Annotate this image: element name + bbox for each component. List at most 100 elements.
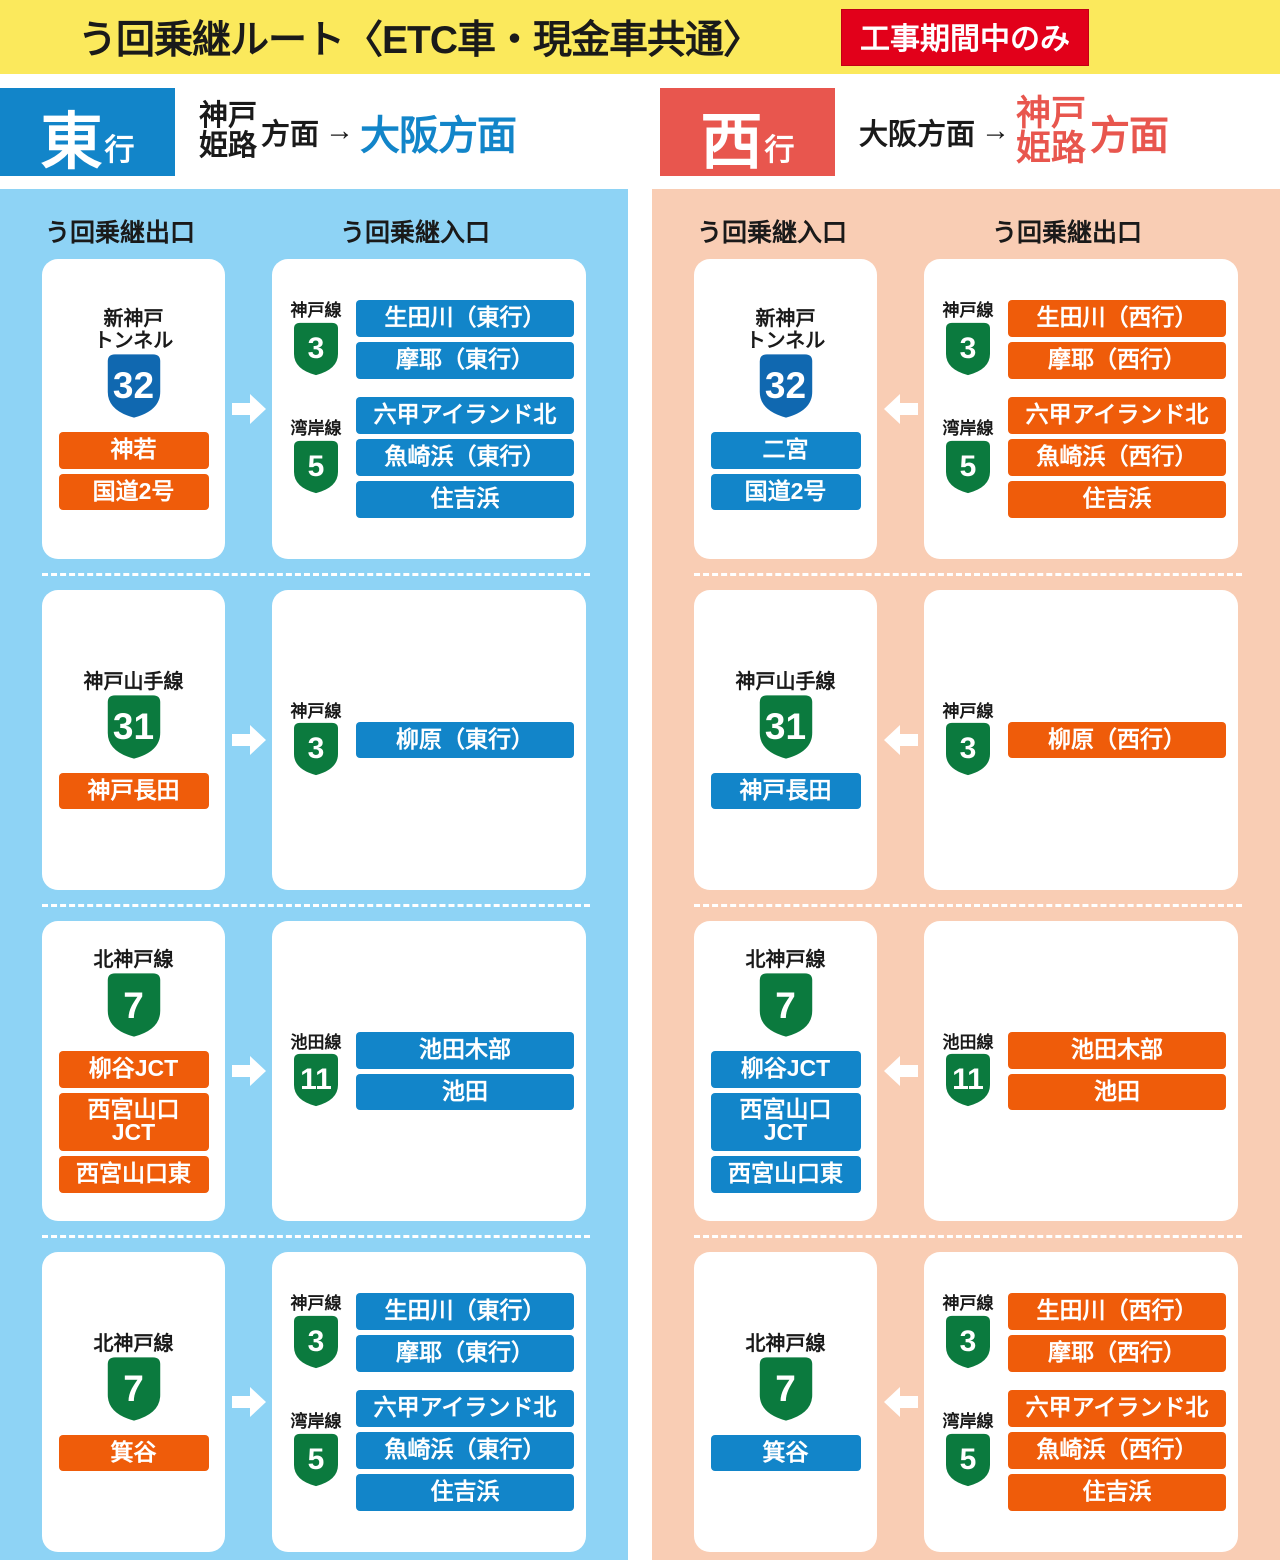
direction-chip-east-sub: 行: [104, 133, 135, 167]
interchange-pill[interactable]: 住吉浜: [1008, 480, 1226, 518]
route-shield-icon: 5: [290, 1432, 342, 1488]
route-entries-card: 神戸線 3 生田川（東行） 摩耶（東行） 湾岸線 5 六甲アイランド北 魚崎浜（東行） 住吉浜: [272, 259, 586, 559]
route-line-shield-block: 池田線 11: [936, 1033, 1000, 1109]
interchange-pill[interactable]: 摩耶（西行）: [1008, 342, 1226, 380]
direction-chip-west: 西 行: [660, 87, 835, 176]
route-shield-number: 31: [764, 706, 807, 748]
interchange-pill[interactable]: 六甲アイランド北: [1008, 1390, 1226, 1427]
terminal-pill-list: 箕谷: [710, 1434, 861, 1472]
interchange-pill[interactable]: 六甲アイランド北: [356, 397, 574, 434]
interchange-pill-list: 柳原（西行）: [1008, 721, 1226, 759]
route-line-shield-block: 湾岸線 5: [284, 1412, 348, 1488]
interchange-pill[interactable]: 神若: [58, 431, 209, 469]
interchange-pill[interactable]: 柳原（東行）: [356, 721, 574, 759]
route-line-group: 神戸線 3 生田川（東行） 摩耶（東行）: [284, 300, 574, 380]
route-shield-number: 5: [959, 1442, 977, 1476]
interchange-pill[interactable]: 神戸長田: [710, 772, 861, 810]
interchange-pill[interactable]: 摩耶（東行）: [356, 342, 574, 380]
west-destination-stacked: 神戸 姫路: [1016, 94, 1087, 166]
interchange-pill[interactable]: 摩耶（東行）: [356, 1335, 574, 1373]
route-shield-number: 7: [775, 984, 796, 1026]
interchange-pill[interactable]: 池田: [356, 1073, 574, 1111]
route-line-name: 北神戸線: [93, 1332, 174, 1355]
route-shield-icon: 3: [942, 321, 994, 377]
route-shield-icon: 7: [755, 1355, 817, 1423]
row-divider: [694, 1235, 1242, 1238]
interchange-pill[interactable]: 西宮山口 JCT: [710, 1093, 861, 1151]
route-line-group: 湾岸線 5 六甲アイランド北 魚崎浜（西行） 住吉浜: [936, 1390, 1226, 1511]
direction-header-band: 東 行 神戸 姫路 方面 → 大阪方面 西 行 大阪方面 → 神戸 姫路 方面: [0, 74, 1280, 189]
route-shield-icon: 31: [103, 693, 165, 761]
route-shield-number: 32: [112, 365, 155, 407]
interchange-pill[interactable]: 池田: [1008, 1073, 1226, 1111]
route-shield-icon: 3: [290, 1314, 342, 1370]
route-shield-number: 3: [959, 332, 977, 366]
detour-row: 北神戸線 7 柳谷JCT 西宮山口 JCT 西宮山口東 池田線 11 池田木部池田: [0, 921, 628, 1221]
route-shield-icon: 5: [942, 1432, 994, 1488]
interchange-pill[interactable]: 箕谷: [710, 1434, 861, 1472]
interchange-pill-list: 生田川（東行） 摩耶（東行）: [356, 300, 574, 380]
route-line-name: 新神戸 トンネル: [745, 307, 826, 352]
route-shield-number: 7: [123, 1368, 144, 1410]
east-origin-suffix: 方面: [261, 118, 320, 151]
route-line-group: 神戸線 3 柳原（東行）: [284, 702, 574, 778]
route-entries-card: 神戸線 3 柳原（東行）: [272, 590, 586, 890]
interchange-pill[interactable]: 魚崎浜（東行）: [356, 438, 574, 476]
interchange-pill[interactable]: 生田川（東行）: [356, 300, 574, 338]
interchange-pill[interactable]: 魚崎浜（西行）: [1008, 1431, 1226, 1469]
interchange-pill[interactable]: 二宮: [710, 431, 861, 469]
west-rows: 新神戸 トンネル 32 二宮 国道2号 神戸線 3 生田川（西行） 摩耶（西行） 湾岸線 5 六甲アイ…: [652, 259, 1280, 1552]
terminal-card: 新神戸 トンネル 32 二宮 国道2号: [694, 259, 877, 559]
detour-row: 北神戸線 7 箕谷 神戸線 3 生田川（西行） 摩耶（西行） 湾岸線 5 六甲アイランド北 魚崎浜（…: [652, 1252, 1280, 1552]
detour-row: 新神戸 トンネル 32 二宮 国道2号 神戸線 3 生田川（西行） 摩耶（西行） 湾岸線 5 六甲アイ…: [652, 259, 1280, 559]
route-line-shield-block: 神戸線 3: [284, 302, 348, 377]
row-divider: [42, 1235, 590, 1238]
detour-row: 神戸山手線 31 神戸長田 神戸線 3 柳原（東行）: [0, 590, 628, 890]
interchange-pill-line: 西宮山口: [739, 1096, 832, 1122]
interchange-pill[interactable]: 池田木部: [1008, 1031, 1226, 1069]
direction-text-east: 神戸 姫路 方面 → 大阪方面: [175, 101, 517, 161]
route-line-group: 湾岸線 5 六甲アイランド北 魚崎浜（西行） 住吉浜: [936, 397, 1226, 518]
route-line-name: 北神戸線: [93, 949, 174, 972]
route-line-name: 池田線: [290, 1032, 342, 1052]
interchange-pill[interactable]: 西宮山口 JCT: [58, 1093, 209, 1151]
terminal-card: 北神戸線 7 箕谷: [42, 1252, 225, 1552]
interchange-pill-list: 生田川（東行） 摩耶（東行）: [356, 1293, 574, 1373]
interchange-pill[interactable]: 国道2号: [58, 473, 209, 511]
interchange-pill[interactable]: 国道2号: [710, 473, 861, 511]
interchange-pill[interactable]: 西宮山口東: [58, 1156, 209, 1193]
route-line-name: 神戸山手線: [83, 670, 184, 693]
interchange-pill-line: JCT: [111, 1119, 156, 1145]
interchange-pill[interactable]: 住吉浜: [356, 480, 574, 518]
interchange-pill[interactable]: 柳原（西行）: [1008, 721, 1226, 759]
interchange-pill[interactable]: 柳谷JCT: [710, 1051, 861, 1088]
route-shield-number: 3: [307, 332, 325, 366]
interchange-pill[interactable]: 箕谷: [58, 1434, 209, 1472]
interchange-pill[interactable]: 生田川（西行）: [1008, 300, 1226, 338]
interchange-pill[interactable]: 住吉浜: [1008, 1473, 1226, 1511]
terminal-pill-list: 柳谷JCT 西宮山口 JCT 西宮山口東: [58, 1051, 209, 1193]
interchange-pill[interactable]: 生田川（西行）: [1008, 1293, 1226, 1331]
interchange-pill[interactable]: 魚崎浜（西行）: [1008, 438, 1226, 476]
interchange-pill[interactable]: 西宮山口東: [710, 1156, 861, 1193]
route-shield-number: 11: [300, 1063, 332, 1097]
interchange-pill[interactable]: 住吉浜: [356, 1473, 574, 1511]
direction-text-west: 大阪方面 → 神戸 姫路 方面: [835, 94, 1169, 166]
route-shield-number: 7: [123, 984, 144, 1026]
interchange-pill[interactable]: 六甲アイランド北: [1008, 397, 1226, 434]
interchange-pill[interactable]: 摩耶（西行）: [1008, 1335, 1226, 1373]
interchange-pill[interactable]: 六甲アイランド北: [356, 1390, 574, 1427]
route-shield-icon: 3: [290, 721, 342, 777]
route-shield-number: 5: [307, 1442, 325, 1476]
west-destination-line1: 神戸: [1016, 94, 1087, 134]
interchange-pill[interactable]: 池田木部: [356, 1031, 574, 1069]
interchange-pill[interactable]: 柳谷JCT: [58, 1051, 209, 1088]
route-line-name: 神戸線: [290, 1294, 342, 1314]
row-divider: [42, 573, 590, 576]
route-line-name-line2: トンネル: [745, 329, 826, 352]
interchange-pill[interactable]: 魚崎浜（東行）: [356, 1431, 574, 1469]
route-line-name: 神戸線: [942, 301, 994, 321]
interchange-pill[interactable]: 生田川（東行）: [356, 1293, 574, 1331]
route-line-shield-block: 池田線 11: [284, 1032, 348, 1109]
interchange-pill[interactable]: 神戸長田: [58, 772, 209, 810]
